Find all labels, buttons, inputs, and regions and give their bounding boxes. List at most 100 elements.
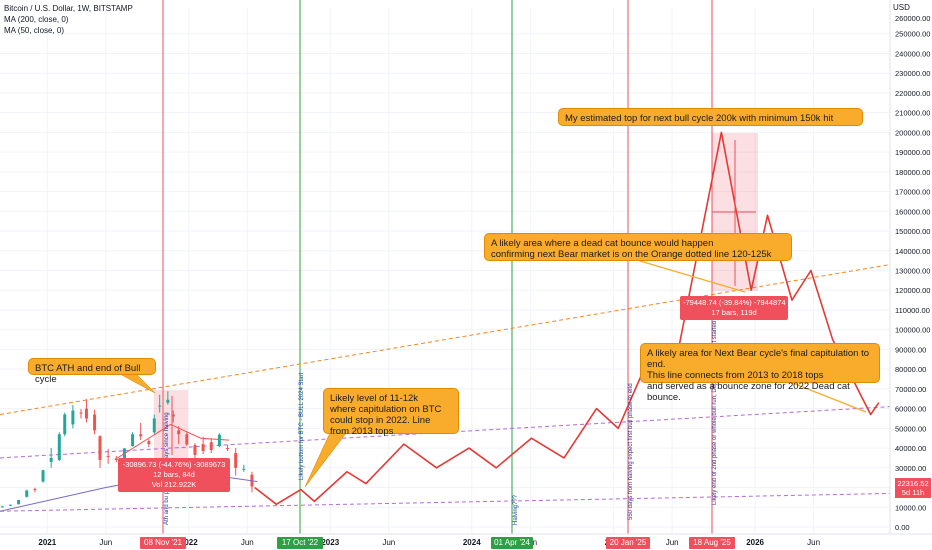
price-tick-label: 140000.00	[895, 247, 930, 256]
price-tick-label: 170000.00	[895, 188, 930, 197]
price-tick-label: 80000.00	[895, 365, 926, 374]
ma200-legend[interactable]: MA (200, close, 0)	[4, 15, 69, 24]
candle-body	[25, 490, 29, 497]
currency-label: USD	[893, 3, 910, 12]
date-marker-tag[interactable]: 08 Nov '21	[140, 537, 186, 549]
measure-2022-volume: Vol 212.922K	[151, 480, 197, 489]
candle-body	[79, 412, 83, 414]
candle-body	[33, 489, 37, 491]
trendline-purple_upper	[0, 406, 891, 459]
vertical-note: Halving???	[513, 494, 519, 525]
candle-body	[8, 504, 12, 506]
candle-body	[71, 410, 75, 425]
projection-path	[254, 131, 880, 506]
candle-body	[122, 448, 126, 465]
measure-2022-change: -30896.73 (-44.76%) -3089673	[122, 460, 226, 469]
date-marker-tag[interactable]: 18 Aug '25	[689, 537, 735, 549]
measure-label-2022[interactable]: -30896.73 (-44.76%) -3089673 12 bars, 84…	[118, 458, 230, 492]
price-tick-label: 40000.00	[895, 444, 926, 453]
price-tick-label: 130000.00	[895, 267, 930, 276]
candle-body	[139, 434, 143, 437]
price-tick-label: 100000.00	[895, 326, 930, 335]
price-tick-label: 50000.00	[895, 424, 926, 433]
price-tick-label: 260000.00	[895, 14, 930, 23]
time-tick-label: 2021	[38, 538, 56, 547]
candle-body	[131, 434, 135, 447]
candle-body	[0, 506, 4, 508]
time-tick-label: Jun	[99, 538, 112, 547]
price-tick-label: 120000.00	[895, 286, 930, 295]
candle-body	[93, 414, 97, 431]
current-price-tag: 22316.52 5d 11h	[895, 478, 931, 498]
candle-body	[49, 457, 53, 462]
candle-body	[193, 445, 197, 455]
price-tick-label: 180000.00	[895, 168, 930, 177]
measure-2025-change: -79448.74 (-39.84%) -7944874	[683, 298, 786, 307]
price-axis-bg	[890, 0, 932, 550]
price-tick-label: 230000.00	[895, 69, 930, 78]
price-tick-label: 240000.00	[895, 49, 930, 58]
candle-body	[158, 405, 162, 407]
current-price: 22316.52	[897, 479, 929, 488]
candle-body	[185, 434, 189, 445]
candle-body	[209, 442, 213, 451]
measure-2025-bars: 17 bars, 119d	[711, 308, 757, 317]
callout-deadcat[interactable]: A likely area where a dead cat bounce wo…	[484, 233, 792, 261]
price-tick-label: 250000.00	[895, 30, 930, 39]
vertical-note: 550 days from halving expect first bull …	[628, 383, 634, 520]
callout-ath[interactable]: BTC ATH and end of Bull cycle	[28, 358, 156, 385]
time-tick-label: 2024	[463, 538, 481, 547]
callout-ath-text: BTC ATH and end of Bull cycle	[35, 363, 141, 385]
price-tick-label: 10000.00	[895, 503, 926, 512]
candle-body	[171, 414, 175, 417]
candle-body	[57, 434, 61, 460]
ma50-legend[interactable]: MA (50, close, 0)	[4, 26, 65, 35]
candle-body	[226, 448, 230, 450]
candle-body	[63, 414, 67, 435]
date-marker-tag[interactable]: 01 Apr '24	[491, 537, 533, 549]
callout-bottom-text: Likely level of 11-12k where capitulatio…	[330, 393, 442, 437]
candle-body	[17, 499, 21, 505]
time-tick-label: 2026	[746, 538, 764, 547]
price-tick-label: 60000.00	[895, 405, 926, 414]
price-tick-label: 90000.00	[895, 345, 926, 354]
candle-body	[234, 453, 238, 468]
price-tick-label: 220000.00	[895, 89, 930, 98]
candle-body	[41, 470, 45, 482]
price-tick-label: 190000.00	[895, 148, 930, 157]
price-tick-label: 210000.00	[895, 109, 930, 118]
symbol-title[interactable]: Bitcoin / U.S. Dollar, 1W, BITSTAMP	[4, 4, 133, 13]
callout-top-text: My estimated top for next bull cycle 200…	[565, 113, 834, 124]
candle-body	[177, 430, 181, 435]
time-tick-label: Jun	[382, 538, 395, 547]
date-marker-tag[interactable]: 20 Jan '25	[606, 537, 650, 549]
callout-deadcat-text: A likely area where a dead cat bounce wo…	[491, 238, 772, 260]
price-tick-label: 110000.00	[895, 306, 930, 315]
candle-body	[98, 436, 102, 460]
time-tick-label: Jun	[666, 538, 679, 547]
candle-body	[84, 408, 88, 419]
callout-nextbear-text: A likely area for Next Bear cycle's fina…	[647, 348, 870, 403]
callout-nextbear[interactable]: A likely area for Next Bear cycle's fina…	[640, 343, 880, 403]
current-price-countdown: 5d 11h	[901, 488, 925, 497]
measure-label-2025[interactable]: -79448.74 (-39.84%) -7944874 17 bars, 11…	[680, 296, 788, 320]
price-tick-label: 150000.00	[895, 227, 930, 236]
candle-body	[242, 468, 246, 470]
measure-2022-bars: 12 bars, 84d	[153, 470, 195, 479]
candle-body	[217, 434, 221, 447]
price-tick-label: 200000.00	[895, 128, 930, 137]
callout-deadcat-pointer	[639, 260, 746, 293]
price-tick-label: 70000.00	[895, 385, 926, 394]
candle-body	[201, 444, 205, 452]
callout-top[interactable]: My estimated top for next bull cycle 200…	[558, 108, 863, 126]
vertical-note: Likely end of 2nd phase or whole bull ru…	[712, 321, 718, 505]
callout-bottom[interactable]: Likely level of 11-12k where capitulatio…	[323, 388, 459, 437]
time-tick-label: Jun	[807, 538, 820, 547]
date-marker-tag[interactable]: 17 Oct '22	[277, 537, 323, 549]
candle-body	[147, 441, 151, 445]
ma50-line	[117, 423, 230, 459]
price-tick-label: 30000.00	[895, 464, 926, 473]
chart-legend: Bitcoin / U.S. Dollar, 1W, BITSTAMP MA (…	[4, 3, 133, 36]
candle-body	[152, 418, 156, 433]
